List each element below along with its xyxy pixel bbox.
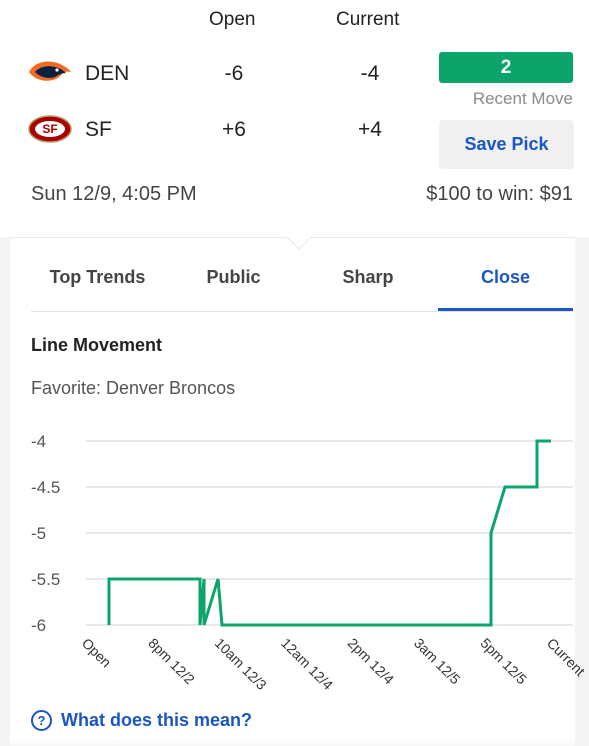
tab-top-trends[interactable]: Top Trends — [49, 267, 146, 287]
line-movement-title: Line Movement — [31, 335, 163, 355]
line-movement-series — [107, 439, 551, 627]
y-tick-label: -5 — [31, 524, 46, 543]
x-tick-label: Current — [544, 635, 588, 679]
y-tick-label: -6 — [31, 616, 46, 635]
broncos-logo-icon — [29, 61, 71, 81]
x-tick-label: 8pm 12/2 — [145, 635, 198, 688]
y-tick-label: -5.5 — [31, 570, 60, 589]
game-time: Sun 12/9, 4:05 PM — [31, 183, 197, 205]
line-movement-chart: -4 -4.5 -5 -5.5 -6 Open 8pm 12/2 10am 12/3 12am … — [31, 432, 588, 693]
details-panel — [0, 237, 589, 746]
x-tick-label: 3am 12/5 — [411, 635, 464, 688]
y-tick-label: -4 — [31, 432, 46, 451]
recent-move-badge: 2 — [439, 52, 573, 83]
current-column-header: Current — [336, 9, 400, 30]
x-tick-label: 12am 12/4 — [278, 635, 336, 693]
svg-text:SF: SF — [42, 122, 57, 136]
recent-move-label: Recent Move — [472, 89, 573, 108]
question-circle-icon: ? — [31, 710, 52, 731]
tab-close[interactable]: Close — [480, 267, 531, 287]
panel-edge-right — [575, 237, 589, 746]
x-tick-label: 2pm 12/4 — [345, 635, 398, 688]
details-tabs: Top Trends Public Sharp Close — [31, 255, 573, 312]
open-column-header: Open — [209, 9, 256, 30]
den-open-line: -6 — [224, 62, 244, 85]
sf-open-line: +6 — [222, 118, 246, 141]
matchup-panel: Open Current DEN -6 -4 SF SF +6 +4 2 Rec… — [0, 0, 589, 237]
x-tick-label: 5pm 12/5 — [477, 635, 530, 688]
tab-sharp[interactable]: Sharp — [342, 267, 394, 287]
team-abbr-sf: SF — [85, 118, 112, 141]
x-tick-label: 10am 12/3 — [212, 635, 270, 693]
sf-current-line: +4 — [358, 118, 382, 141]
help-link[interactable]: ? What does this mean? — [31, 710, 252, 731]
payout-text: $100 to win: $91 — [426, 183, 573, 205]
y-tick-label: -4.5 — [31, 478, 60, 497]
favorite-text: Favorite: Denver Broncos — [31, 378, 236, 398]
help-link-text: What does this mean? — [61, 710, 253, 730]
tab-public[interactable]: Public — [206, 267, 261, 287]
den-current-line: -4 — [360, 62, 380, 85]
x-tick-label: Open — [79, 635, 115, 671]
active-tab-indicator — [438, 308, 573, 311]
49ers-logo-icon: SF — [28, 115, 72, 143]
save-pick-button[interactable]: Save Pick — [439, 120, 574, 169]
panel-edge-left — [0, 237, 10, 746]
team-abbr-den: DEN — [85, 62, 130, 85]
